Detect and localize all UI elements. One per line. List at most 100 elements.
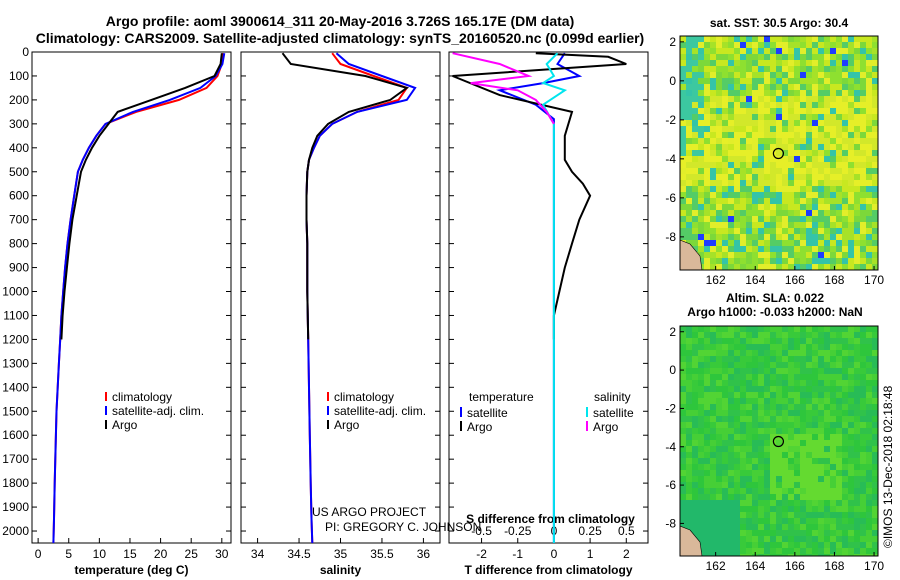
map-cell <box>848 162 854 168</box>
map-cell <box>710 186 716 192</box>
map-cell <box>818 464 824 470</box>
map-cell <box>818 548 824 554</box>
map-cell <box>716 530 722 536</box>
map-cell <box>824 168 830 174</box>
map-cell <box>800 174 806 180</box>
map-cell <box>698 156 704 162</box>
map-cell <box>692 198 698 204</box>
map-cell <box>698 518 704 524</box>
map-cell <box>776 326 782 332</box>
map-cell <box>758 530 764 536</box>
map-cell <box>686 66 692 72</box>
map-cell <box>710 36 716 42</box>
map-cell <box>806 350 812 356</box>
map-cell <box>746 186 752 192</box>
map-cell <box>800 36 806 42</box>
map-cell <box>764 332 770 338</box>
map-cell <box>866 120 872 126</box>
map-cell <box>722 332 728 338</box>
map-cell <box>818 422 824 428</box>
map-cell <box>770 54 776 60</box>
map-cell <box>752 132 758 138</box>
map-cell <box>728 500 734 506</box>
map-cell <box>872 72 878 78</box>
map-cell <box>764 180 770 186</box>
map-cell <box>872 446 878 452</box>
map-cell <box>794 216 800 222</box>
map-cell <box>842 380 848 386</box>
map-cell <box>818 542 824 548</box>
map-cell <box>752 440 758 446</box>
map-cell <box>860 524 866 530</box>
map-cell <box>740 476 746 482</box>
map-cell <box>806 36 812 42</box>
map-cell <box>794 470 800 476</box>
map-cell <box>794 386 800 392</box>
map-cell <box>734 78 740 84</box>
map-cell <box>710 234 716 240</box>
map-cell <box>734 362 740 368</box>
map-cell <box>758 350 764 356</box>
map-cell <box>842 440 848 446</box>
map-cell <box>692 416 698 422</box>
map-cell <box>704 54 710 60</box>
map-cell <box>746 542 752 548</box>
map-cell <box>836 398 842 404</box>
map-cell <box>782 434 788 440</box>
map-cell <box>860 350 866 356</box>
map-cell <box>692 512 698 518</box>
argo-position-marker <box>772 147 785 160</box>
map-cell <box>824 554 830 556</box>
map-cell <box>770 506 776 512</box>
map-cell <box>848 108 854 114</box>
map-cell <box>782 234 788 240</box>
map-cell <box>872 114 878 120</box>
map-cell <box>758 536 764 542</box>
map-cell <box>818 530 824 536</box>
map-cell <box>842 108 848 114</box>
map-cell <box>776 54 782 60</box>
map-cell <box>830 90 836 96</box>
map-cell <box>740 66 746 72</box>
map-cell <box>824 48 830 54</box>
map-cell <box>776 488 782 494</box>
map-cell <box>812 386 818 392</box>
map-cell <box>770 66 776 72</box>
map-cell <box>824 440 830 446</box>
map-cell <box>794 524 800 530</box>
map-cell <box>872 180 878 186</box>
map-cell <box>692 524 698 530</box>
map-cell <box>854 494 860 500</box>
sla-map-subtitle: Argo h1000: -0.033 h2000: NaN <box>687 305 862 319</box>
map-cell <box>734 470 740 476</box>
map-cell <box>782 240 788 246</box>
map-cell <box>800 494 806 500</box>
panel-frame <box>448 51 649 544</box>
map-cell <box>770 386 776 392</box>
map-cell <box>758 198 764 204</box>
map-cell <box>686 102 692 108</box>
map-cell <box>794 228 800 234</box>
map-cell <box>746 422 752 428</box>
map-cell <box>740 108 746 114</box>
map-xtick-label: 164 <box>745 559 765 573</box>
map-cell <box>854 482 860 488</box>
legend-label: climatology <box>334 390 394 404</box>
map-cell <box>716 144 722 150</box>
map-cell <box>776 258 782 264</box>
map-cell <box>764 326 770 332</box>
map-cell <box>752 48 758 54</box>
map-cell <box>734 458 740 464</box>
map-cell <box>716 258 722 264</box>
map-cell <box>692 380 698 386</box>
map-cell <box>788 416 794 422</box>
map-cell <box>872 374 878 380</box>
map-cell <box>818 398 824 404</box>
map-cell <box>758 156 764 162</box>
map-cell <box>764 530 770 536</box>
map-cell <box>872 368 878 374</box>
map-cell <box>740 234 746 240</box>
map-cell <box>758 36 764 42</box>
map-cell <box>854 144 860 150</box>
map-cell <box>710 42 716 48</box>
